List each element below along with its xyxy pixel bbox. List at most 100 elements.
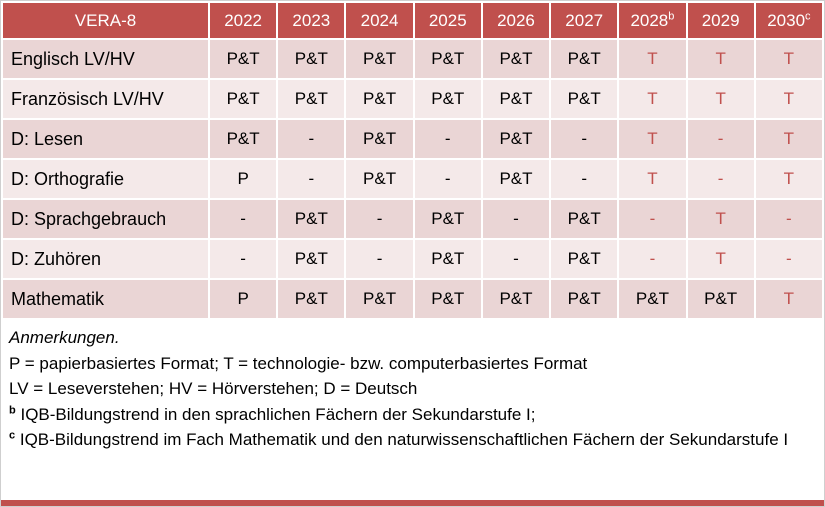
table-cell: - bbox=[549, 118, 620, 160]
table-cell: T bbox=[753, 38, 824, 80]
table-cell: - bbox=[549, 158, 620, 200]
table-cell: P&T bbox=[412, 238, 483, 280]
table-cell: P&T bbox=[412, 38, 483, 80]
table-cell: P&T bbox=[480, 158, 552, 200]
table-cell: P&T bbox=[685, 278, 756, 320]
table-cell: - bbox=[753, 198, 824, 240]
table-cell: P&T bbox=[344, 158, 415, 200]
table-cell: T bbox=[753, 78, 824, 120]
table-cell: T bbox=[617, 38, 688, 80]
row-label: D: Zuhören bbox=[1, 238, 210, 280]
table-cell: - bbox=[480, 238, 552, 280]
table-cell: P&T bbox=[549, 198, 620, 240]
table-row: D: Zuhören - P&T - P&T - P&T - T - bbox=[1, 238, 824, 280]
table-cell: - bbox=[617, 238, 688, 280]
table-cell: P&T bbox=[344, 78, 415, 120]
table-cell: - bbox=[480, 198, 552, 240]
table-cell: - bbox=[207, 198, 279, 240]
table-cell: P&T bbox=[412, 198, 483, 240]
year-header: 2029 bbox=[685, 1, 756, 40]
table-header-row: VERA-8 2022 2023 2024 2025 2026 2027 2028b 2029… bbox=[1, 1, 824, 40]
table-cell: - bbox=[207, 238, 279, 280]
table-row: D: Sprachgebrauch - P&T - P&T - P&T - T - bbox=[1, 198, 824, 240]
year-header: 2024 bbox=[344, 1, 415, 40]
table-cell: - bbox=[344, 238, 415, 280]
notes-section: Anmerkungen. P = papierbasiertes Format;… bbox=[1, 320, 824, 500]
table-cell: - bbox=[753, 238, 824, 280]
table-cell: P&T bbox=[207, 78, 279, 120]
table-cell: T bbox=[617, 78, 688, 120]
table-cell: P&T bbox=[617, 278, 688, 320]
table-cell: P&T bbox=[207, 118, 279, 160]
table-cell: T bbox=[685, 238, 756, 280]
table-cell: P&T bbox=[276, 38, 347, 80]
table-cell: T bbox=[753, 278, 824, 320]
year-header: 2026 bbox=[480, 1, 552, 40]
year-header: 2022 bbox=[207, 1, 279, 40]
table-cell: P&T bbox=[480, 118, 552, 160]
table-title: VERA-8 bbox=[1, 1, 210, 40]
table-cell: P&T bbox=[344, 118, 415, 160]
table-row: Französisch LV/HV P&T P&T P&T P&T P&T P&T T T T bbox=[1, 78, 824, 120]
table-cell: P&T bbox=[344, 278, 415, 320]
table-cell: P&T bbox=[276, 78, 347, 120]
table-row: Englisch LV/HV P&T P&T P&T P&T P&T P&T T T T bbox=[1, 38, 824, 80]
year-header: 2030c bbox=[753, 1, 824, 40]
table-cell: - bbox=[276, 158, 347, 200]
table-cell: T bbox=[685, 198, 756, 240]
row-label: Mathematik bbox=[1, 278, 210, 320]
table-cell: T bbox=[685, 38, 756, 80]
table-cell: - bbox=[685, 158, 756, 200]
table-cell: P&T bbox=[480, 78, 552, 120]
note-line: b IQB-Bildungstrend in den sprachlichen … bbox=[9, 403, 536, 424]
table-cell: P&T bbox=[344, 38, 415, 80]
year-header: 2023 bbox=[276, 1, 347, 40]
table-bottom-border bbox=[1, 500, 824, 506]
year-header: 2027 bbox=[549, 1, 620, 40]
row-label: D: Sprachgebrauch bbox=[1, 198, 210, 240]
table-cell: - bbox=[412, 158, 483, 200]
year-superscript: b bbox=[668, 9, 675, 22]
table-row: D: Orthografie P - P&T - P&T - T - T bbox=[1, 158, 824, 200]
note-line: P = papierbasiertes Format; T = technolo… bbox=[9, 353, 588, 373]
table-cell: P&T bbox=[276, 278, 347, 320]
year-header: 2025 bbox=[412, 1, 483, 40]
vera8-schedule-table: VERA-8 2022 2023 2024 2025 2026 2027 2028b 2029… bbox=[1, 1, 824, 320]
note-line: LV = Leseverstehen; HV = Hörverstehen; D… bbox=[9, 379, 418, 398]
table-cell: P&T bbox=[276, 238, 347, 280]
table-cell: P&T bbox=[207, 38, 279, 80]
table-cell: - bbox=[685, 118, 756, 160]
notes-lines: P = papierbasiertes Format; T = technolo… bbox=[9, 351, 814, 453]
table-cell: - bbox=[344, 198, 415, 240]
row-label: D: Orthografie bbox=[1, 158, 210, 200]
table-cell: P&T bbox=[549, 238, 620, 280]
note-line: c IQB-Bildungstrend im Fach Mathematik u… bbox=[9, 429, 789, 449]
table-cell: P&T bbox=[412, 278, 483, 320]
row-label: Englisch LV/HV bbox=[1, 38, 210, 80]
table-cell: P&T bbox=[276, 198, 347, 240]
table-row: D: Lesen P&T - P&T - P&T - T - T bbox=[1, 118, 824, 160]
table-row: Mathematik P P&T P&T P&T P&T P&T P&T P&T T bbox=[1, 278, 824, 320]
table-cell: P bbox=[207, 158, 279, 200]
table-cell: - bbox=[276, 118, 347, 160]
year-superscript: c bbox=[805, 9, 811, 22]
table-cell: T bbox=[617, 118, 688, 160]
table-cell: - bbox=[617, 198, 688, 240]
table-cell: T bbox=[753, 158, 824, 200]
row-label: Französisch LV/HV bbox=[1, 78, 210, 120]
table-cell: P&T bbox=[480, 38, 552, 80]
note-superscript: c bbox=[9, 429, 16, 442]
table-cell: P bbox=[207, 278, 279, 320]
note-superscript: b bbox=[9, 403, 16, 416]
year-header: 2028b bbox=[617, 1, 688, 40]
table-cell: - bbox=[412, 118, 483, 160]
table-cell: T bbox=[617, 158, 688, 200]
table-cell: P&T bbox=[549, 78, 620, 120]
row-label: D: Lesen bbox=[1, 118, 210, 160]
table-cell: P&T bbox=[480, 278, 552, 320]
table-cell: T bbox=[753, 118, 824, 160]
notes-heading: Anmerkungen. bbox=[9, 328, 120, 347]
table-cell: P&T bbox=[549, 278, 620, 320]
table-cell: T bbox=[685, 78, 756, 120]
